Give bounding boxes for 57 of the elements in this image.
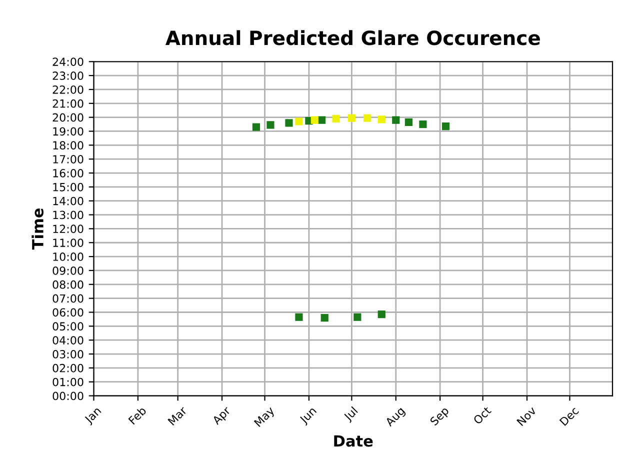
y-tick-label: 13:00: [53, 210, 84, 220]
x-tick-label: Sep: [430, 406, 451, 428]
point: [378, 116, 386, 124]
x-tick-label: Oct: [472, 406, 492, 425]
point: [295, 313, 303, 321]
x-tick-label: Feb: [128, 406, 147, 425]
point: [295, 118, 303, 126]
point: [354, 313, 362, 321]
point: [285, 119, 293, 127]
x-tick-label: Jun: [298, 406, 318, 426]
y-tick-label: 10:00: [53, 252, 84, 261]
x-tick-label: Jan: [84, 406, 103, 426]
y-tick-label: 09:00: [52, 266, 84, 275]
point: [332, 114, 340, 123]
point: [318, 116, 326, 124]
x-axis-title: Date: [334, 435, 373, 447]
y-tick-label: 15:00: [53, 182, 84, 192]
point: [320, 314, 328, 322]
point: [266, 121, 274, 129]
y-tick-label: 07:00: [52, 294, 84, 303]
y-tick-label: 23:00: [52, 72, 84, 80]
y-tick-label: 01:00: [52, 378, 84, 386]
x-tick-label: Dec: [559, 406, 580, 426]
chart-title: Annual Predicted Glare Occurence: [165, 30, 540, 46]
y-tick-label: 24:00: [52, 58, 84, 66]
point: [364, 114, 372, 122]
point: [419, 120, 427, 128]
y-tick-label: 19:00: [53, 127, 84, 136]
y-tick-label: 18:00: [53, 141, 84, 150]
point: [310, 116, 318, 124]
point: [252, 123, 260, 131]
x-tick-label: Aug: [384, 406, 407, 428]
y-tick-label: 22:00: [52, 85, 84, 94]
y-tick-label: 21:00: [52, 99, 84, 108]
point: [348, 114, 356, 122]
point: [378, 310, 386, 318]
y-axis-title: Time: [32, 208, 44, 250]
y-tick-label: 02:00: [52, 364, 84, 372]
y-tick-label: 08:00: [52, 280, 84, 289]
x-tick-label: Nov: [516, 406, 537, 426]
point: [442, 122, 450, 130]
y-tick-label: 11:00: [53, 238, 84, 248]
x-tick-label: Mar: [168, 406, 188, 426]
y-tick-label: 17:00: [53, 155, 84, 164]
y-tick-label: 20:00: [52, 113, 84, 122]
y-tick-label: 06:00: [52, 308, 84, 317]
y-tick-label: 04:00: [52, 336, 84, 344]
y-tick-label: 16:00: [53, 168, 84, 178]
y-tick-label: 00:00: [52, 392, 84, 400]
y-tick-label: 12:00: [53, 224, 84, 234]
point: [392, 116, 400, 124]
x-tick-label: Jul: [342, 406, 360, 423]
y-tick-label: 05:00: [52, 322, 84, 331]
point: [404, 118, 413, 126]
y-tick-label: 03:00: [52, 350, 84, 358]
y-tick-label: 14:00: [53, 196, 84, 206]
x-tick-label: Apr: [212, 406, 233, 427]
